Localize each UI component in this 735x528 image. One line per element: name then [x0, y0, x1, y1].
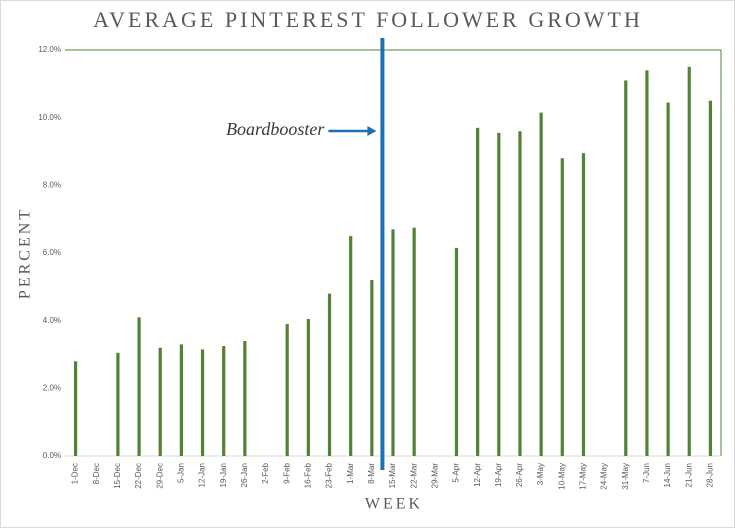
x-tick-label: 29-Dec — [155, 463, 164, 489]
x-tick-label: 3-May — [536, 463, 545, 485]
bar — [158, 347, 162, 456]
x-tick-label: 26-Jan — [240, 463, 249, 487]
bar — [412, 227, 416, 456]
y-tick-label: 2.0% — [43, 383, 61, 392]
y-tick-label: 8.0% — [43, 180, 61, 189]
y-tick-label: 12.0% — [38, 45, 61, 54]
bar — [624, 80, 628, 456]
bar — [306, 318, 310, 456]
x-tick-label: 1-Dec — [71, 463, 80, 484]
x-tick-label: 12-Apr — [473, 463, 482, 487]
x-tick-label: 31-May — [621, 463, 630, 490]
x-tick-label: 23-Feb — [325, 462, 334, 488]
x-tick-label: 22-Mar — [409, 463, 418, 489]
bar — [687, 66, 691, 457]
bar — [539, 112, 543, 456]
bar — [349, 236, 353, 456]
bar — [391, 229, 395, 456]
bar — [476, 127, 480, 457]
bar — [73, 361, 78, 456]
x-tick-label: 12-Jan — [198, 463, 207, 487]
bar — [454, 247, 459, 456]
bar — [581, 153, 586, 457]
bar — [200, 349, 205, 456]
bar — [497, 132, 501, 456]
y-tick-label: 10.0% — [38, 113, 61, 122]
x-tick-label: 5-Apr — [452, 463, 461, 483]
x-tick-label: 1-Mar — [346, 463, 355, 484]
bar — [285, 324, 289, 456]
x-tick-label: 17-May — [579, 463, 588, 490]
x-axis-title: WEEK — [365, 496, 423, 513]
y-axis-title: PERCENT — [17, 207, 34, 299]
x-tick-label: 28-Jun — [706, 463, 715, 487]
x-tick-label: 22-Dec — [134, 463, 143, 489]
x-tick-label: 21-Jun — [684, 463, 693, 487]
x-tick-label: 2-Feb — [261, 462, 270, 483]
x-tick-label: 16-Feb — [303, 462, 312, 488]
x-tick-label: 26-Apr — [515, 463, 524, 487]
x-tick-label: 9-Feb — [282, 462, 291, 483]
bar — [518, 131, 522, 456]
bar — [370, 280, 374, 456]
bar — [560, 158, 564, 456]
x-tick-label: 24-May — [600, 463, 609, 490]
x-tick-label: 8-Dec — [92, 463, 101, 484]
x-tick-label: 15-Mar — [388, 463, 397, 489]
x-tick-label: 15-Dec — [113, 463, 122, 489]
bar — [708, 100, 713, 456]
bar — [116, 352, 120, 456]
x-tick-label: 8-Mar — [367, 463, 376, 484]
x-tick-label: 5-Jan — [176, 463, 185, 483]
x-tick-label: 19-Jan — [219, 463, 228, 487]
bar — [327, 293, 332, 456]
x-tick-label: 7-Jun — [642, 463, 651, 483]
bar — [666, 102, 670, 457]
bar — [645, 70, 649, 457]
bar — [179, 344, 183, 456]
bar — [243, 340, 247, 456]
x-tick-label: 19-Apr — [494, 463, 503, 487]
bar — [222, 346, 226, 456]
x-tick-label: 29-Mar — [430, 463, 439, 489]
chart-title: AVERAGE PINTEREST FOLLOWER GROWTH — [93, 7, 643, 32]
annotation: Boardbooster — [226, 119, 325, 139]
x-tick-label: 10-May — [557, 463, 566, 490]
y-tick-label: 6.0% — [43, 248, 61, 257]
bar — [137, 317, 141, 456]
annotation-arrowhead — [367, 126, 377, 136]
y-tick-label: 4.0% — [43, 316, 61, 325]
x-tick-label: 14-Jun — [663, 463, 672, 487]
y-tick-label: 0.0% — [43, 451, 61, 460]
